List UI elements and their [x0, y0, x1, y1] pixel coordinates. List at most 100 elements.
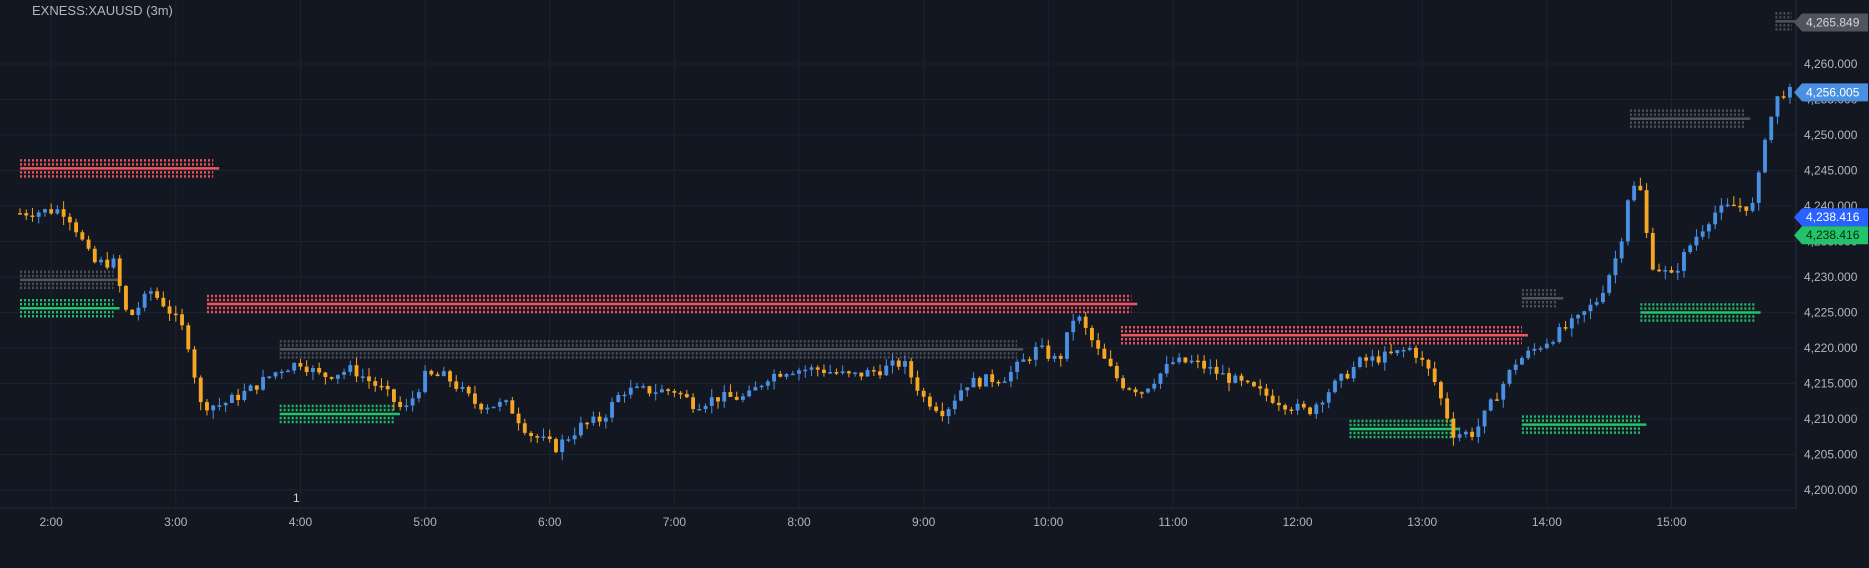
- candle: [903, 355, 907, 375]
- candle-body: [1613, 258, 1618, 276]
- candle-body: [1364, 357, 1369, 361]
- candle-body: [1432, 368, 1437, 383]
- candle-body: [1694, 236, 1699, 246]
- candle: [572, 427, 577, 445]
- candle-body: [1644, 190, 1649, 233]
- candle-body: [784, 374, 789, 377]
- candle: [292, 362, 297, 375]
- candle-body: [217, 405, 222, 407]
- candle: [1395, 349, 1400, 357]
- candle-body: [809, 367, 814, 370]
- y-tick-label: 4,225.000: [1804, 306, 1858, 320]
- candle-body: [423, 370, 428, 393]
- x-axis[interactable]: 2:00 3:00 4:00 5:00 6:00 7:00 8:00 9:00 10:00 11:…: [39, 515, 1686, 529]
- candle-body: [1756, 172, 1761, 203]
- candle-body: [192, 349, 197, 378]
- candle-body: [1657, 269, 1661, 272]
- candle: [1513, 359, 1518, 375]
- candle-body: [1089, 327, 1094, 341]
- candle: [772, 369, 777, 390]
- candle: [1420, 351, 1425, 367]
- candle: [510, 396, 515, 414]
- candle: [1563, 320, 1568, 331]
- candle: [242, 383, 247, 402]
- candle-body: [1121, 378, 1126, 389]
- candle-body: [1158, 373, 1163, 384]
- candle-body: [1682, 252, 1686, 271]
- candle-body: [1688, 245, 1693, 253]
- candle-body: [510, 400, 515, 414]
- y-axis[interactable]: 4,200.000 4,205.000 4,210.000 4,215.000 4,22…: [1804, 57, 1858, 497]
- candle-body: [448, 371, 452, 382]
- candle: [211, 404, 216, 419]
- candle-body: [1164, 364, 1169, 374]
- y-tick-label: 4,220.000: [1804, 341, 1858, 355]
- y-tick-label: 4,205.000: [1804, 448, 1858, 462]
- candle: [379, 378, 384, 391]
- candle-body: [1700, 231, 1705, 237]
- candle-body: [946, 409, 951, 417]
- candle-body: [130, 309, 135, 316]
- candle-body: [765, 381, 770, 386]
- candle: [360, 368, 365, 383]
- demand-zone: [279, 404, 400, 424]
- candle-body: [1457, 434, 1462, 438]
- candle: [622, 391, 627, 403]
- candle-body: [1625, 200, 1630, 242]
- candle-body: [1544, 343, 1549, 349]
- candle: [273, 371, 278, 380]
- candle: [186, 322, 191, 353]
- candle: [1638, 177, 1643, 191]
- candle-body: [647, 386, 652, 394]
- candle-body: [429, 370, 434, 375]
- candle-body: [716, 397, 720, 402]
- candle: [1083, 311, 1088, 335]
- candle-body: [747, 390, 752, 397]
- candle-body: [105, 259, 110, 268]
- candle: [1463, 429, 1468, 439]
- candle: [790, 370, 795, 376]
- candle-body: [1763, 139, 1767, 173]
- candle: [435, 371, 440, 377]
- candle: [1725, 198, 1730, 208]
- candle-body: [578, 422, 583, 436]
- candle: [865, 367, 870, 377]
- candle-body: [155, 291, 160, 298]
- candle: [485, 404, 490, 414]
- candle-body: [1569, 318, 1574, 329]
- price-label-text: 4,256.005: [1806, 85, 1860, 99]
- candle: [628, 379, 633, 399]
- candle: [454, 375, 459, 392]
- candle: [497, 398, 502, 412]
- candle-body: [80, 232, 85, 240]
- candle-body: [18, 213, 22, 215]
- candle: [529, 430, 533, 443]
- candle: [404, 398, 409, 412]
- candle: [1364, 353, 1369, 368]
- candle: [36, 210, 41, 224]
- candle: [1663, 265, 1668, 280]
- candle: [385, 380, 390, 397]
- candle-body: [610, 402, 614, 418]
- candle-body: [1601, 292, 1605, 303]
- candle-body: [890, 360, 895, 366]
- candle: [460, 381, 465, 393]
- candle-body: [1127, 388, 1132, 390]
- candle: [1694, 229, 1699, 251]
- candle-body: [1289, 409, 1294, 412]
- candle: [236, 388, 241, 406]
- candle-body: [878, 371, 882, 376]
- candle: [616, 391, 621, 403]
- candle: [173, 305, 178, 322]
- candle-body: [641, 386, 646, 388]
- candle-body: [497, 402, 502, 407]
- candle: [1108, 350, 1113, 368]
- candle: [1183, 356, 1188, 364]
- candle-body: [616, 395, 621, 403]
- x-tick-label: 11:00: [1158, 515, 1187, 529]
- candle-body: [1463, 431, 1468, 435]
- candle-body: [709, 397, 714, 406]
- candle-body: [441, 371, 446, 377]
- candle-body: [1675, 270, 1680, 273]
